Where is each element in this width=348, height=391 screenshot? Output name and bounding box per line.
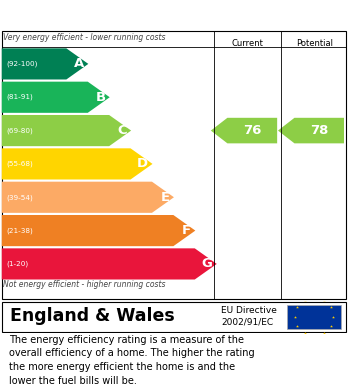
Polygon shape	[2, 182, 174, 213]
Polygon shape	[2, 248, 217, 280]
Text: D: D	[137, 158, 148, 170]
Text: A: A	[74, 57, 84, 70]
Text: G: G	[202, 257, 213, 271]
Polygon shape	[2, 48, 88, 79]
Text: (39-54): (39-54)	[6, 194, 33, 201]
Polygon shape	[2, 215, 195, 246]
Text: The energy efficiency rating is a measure of the
overall efficiency of a home. T: The energy efficiency rating is a measur…	[9, 335, 254, 386]
Polygon shape	[211, 118, 277, 143]
Text: (92-100): (92-100)	[6, 61, 38, 67]
Text: 78: 78	[310, 124, 329, 137]
Text: Current: Current	[232, 39, 263, 48]
Text: Potential: Potential	[296, 39, 333, 48]
Text: Energy Efficiency Rating: Energy Efficiency Rating	[9, 7, 211, 22]
Polygon shape	[2, 148, 152, 179]
Text: (69-80): (69-80)	[6, 127, 33, 134]
Polygon shape	[278, 118, 344, 143]
Text: England & Wales: England & Wales	[10, 307, 175, 325]
Polygon shape	[2, 115, 131, 146]
Bar	[287, 305, 341, 329]
Text: Very energy efficient - lower running costs: Very energy efficient - lower running co…	[3, 33, 166, 42]
Text: (55-68): (55-68)	[6, 161, 33, 167]
Text: Not energy efficient - higher running costs: Not energy efficient - higher running co…	[3, 280, 166, 289]
Text: EU Directive
2002/91/EC: EU Directive 2002/91/EC	[221, 306, 277, 326]
Text: (81-91): (81-91)	[6, 94, 33, 100]
Text: E: E	[161, 191, 170, 204]
Text: 76: 76	[243, 124, 261, 137]
Text: (1-20): (1-20)	[6, 261, 29, 267]
Text: F: F	[182, 224, 191, 237]
Text: B: B	[95, 91, 105, 104]
Polygon shape	[2, 82, 110, 113]
Text: C: C	[117, 124, 127, 137]
Text: (21-38): (21-38)	[6, 227, 33, 234]
